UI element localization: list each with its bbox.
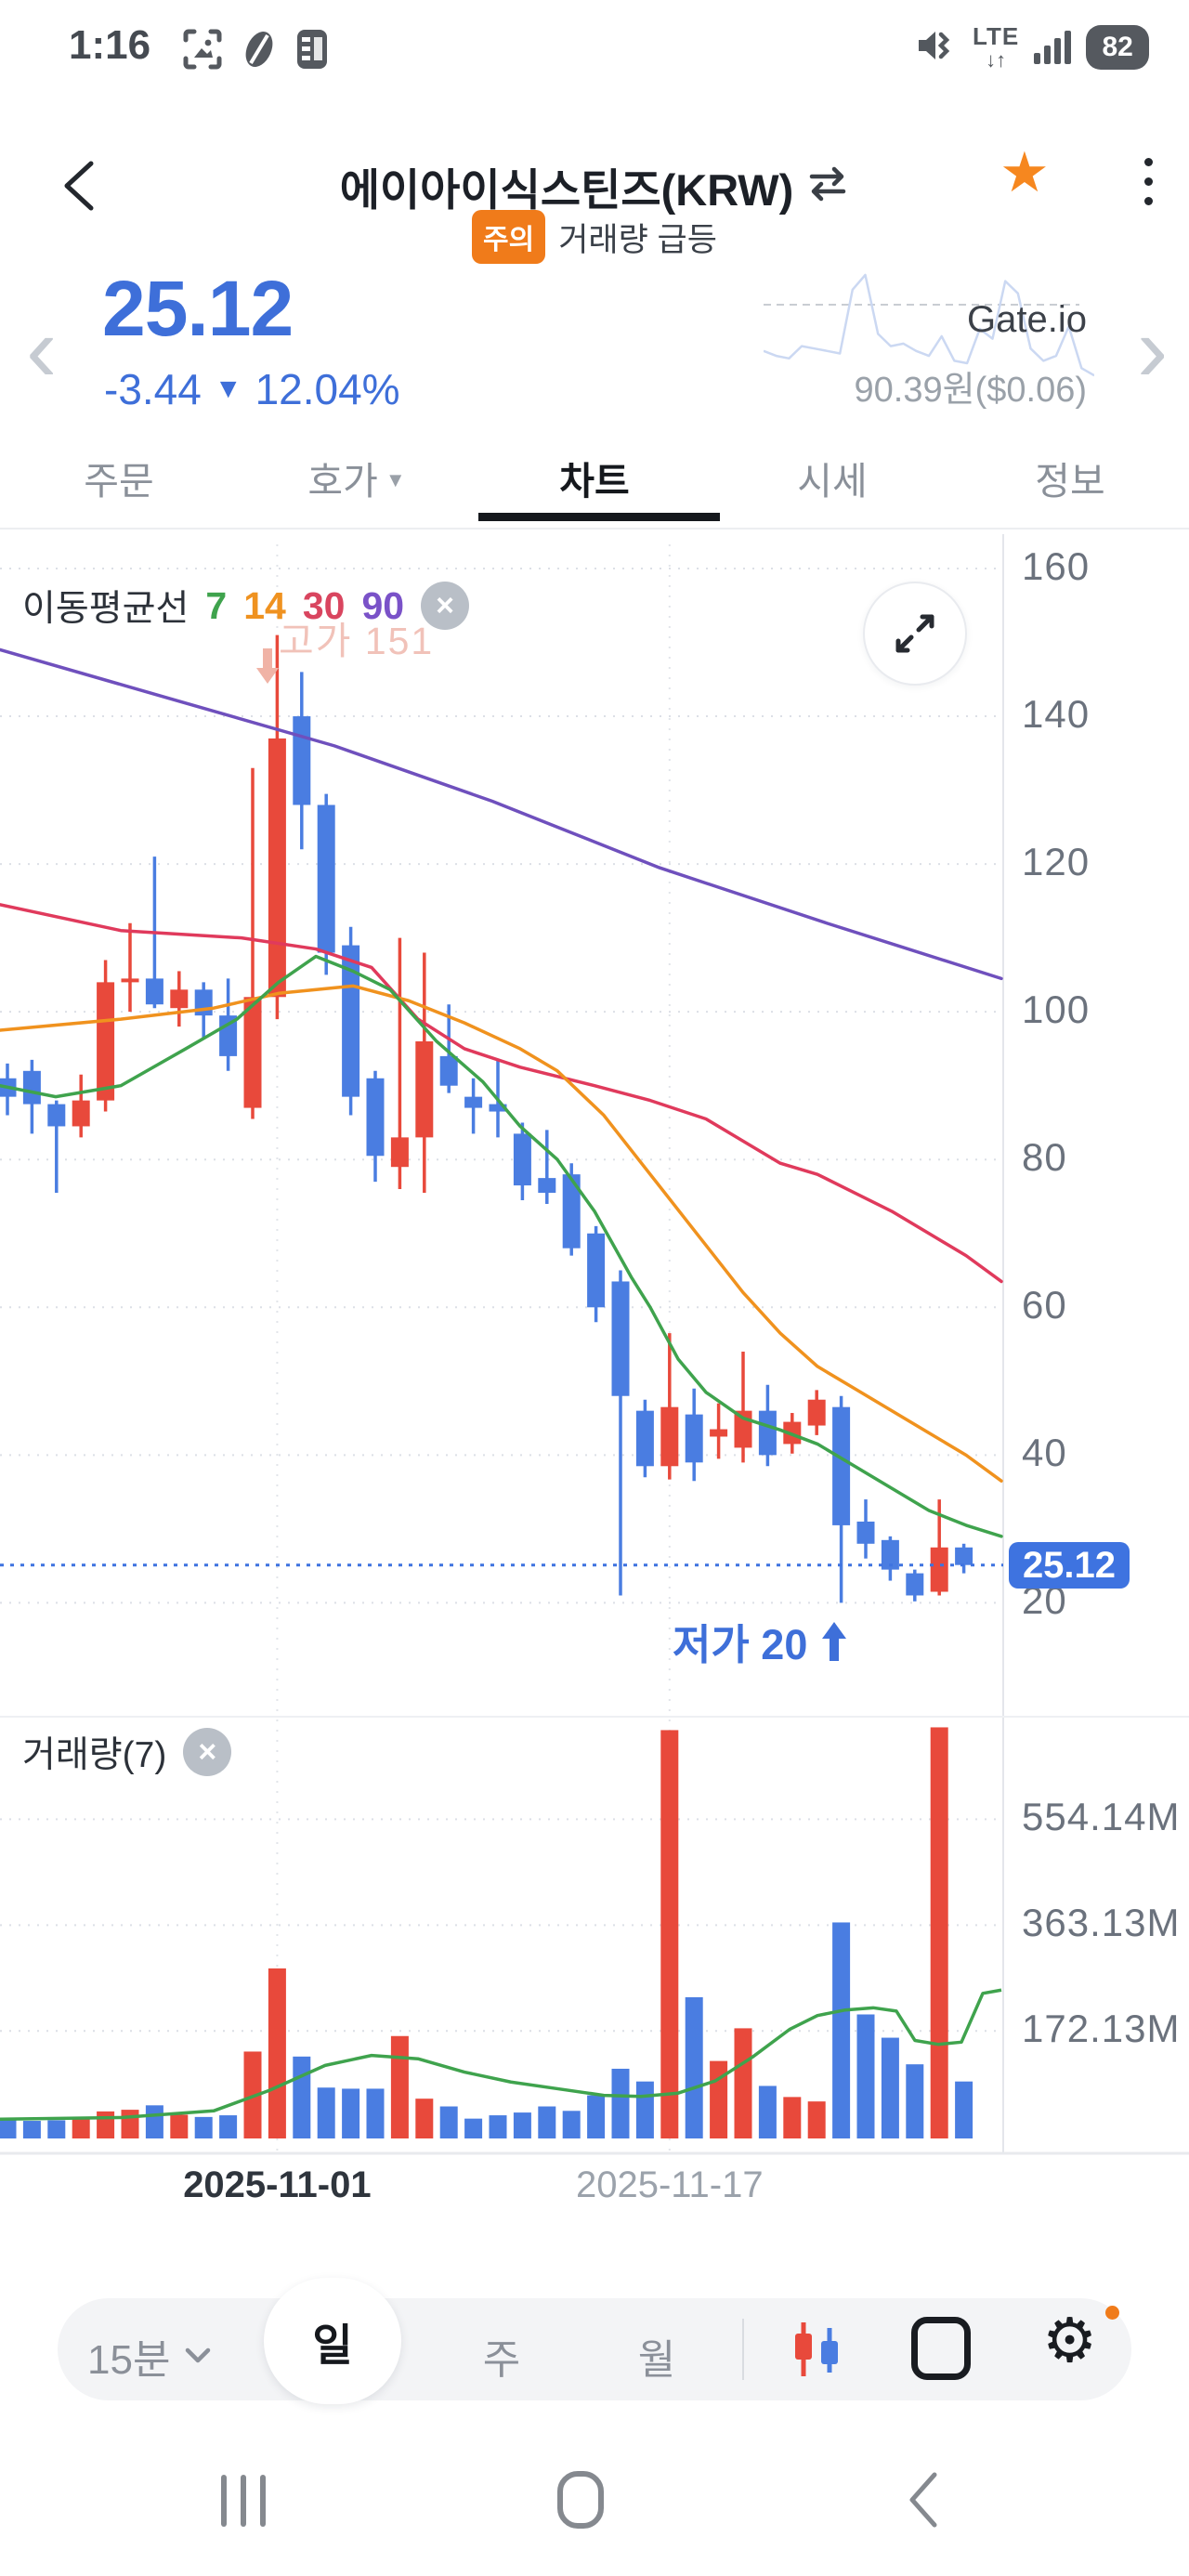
tab-orderbook[interactable]: 호가 ▼ bbox=[307, 460, 406, 503]
status-time: 1:16 bbox=[69, 22, 151, 68]
down-triangle-icon: ▼ bbox=[214, 373, 242, 404]
sim-card-icon bbox=[295, 28, 329, 75]
x-axis-date-label: 2025-11-01 bbox=[183, 2164, 372, 2205]
candlestick-chart-canvas[interactable] bbox=[0, 534, 1189, 2216]
chart-style-candle-button[interactable] bbox=[790, 2321, 843, 2383]
signal-bars-icon bbox=[1034, 31, 1072, 64]
nav-home-button[interactable] bbox=[557, 2471, 604, 2529]
toolbar-divider bbox=[742, 2319, 744, 2380]
favorite-star-button[interactable]: ★ bbox=[1000, 141, 1050, 203]
timeframe-day-button[interactable]: 일 bbox=[264, 2278, 401, 2404]
volume-axis-label: 172.13M bbox=[1022, 2007, 1181, 2051]
current-price-tag: 25.12 bbox=[1009, 1542, 1130, 1589]
caution-badge: 주의 bbox=[472, 210, 546, 264]
fullscreen-chart-button[interactable] bbox=[863, 582, 967, 686]
timeframe-month-button[interactable]: 월 bbox=[637, 2337, 676, 2383]
price-change-pct: 12.04% bbox=[255, 365, 400, 413]
back-button[interactable] bbox=[52, 152, 119, 219]
settings-notification-dot bbox=[1105, 2306, 1119, 2320]
mini-sparkline bbox=[764, 273, 1094, 377]
prev-market-chevron[interactable]: ‹ bbox=[26, 297, 58, 401]
title-row: 에이아이식스틴즈(KRW) bbox=[0, 154, 1189, 218]
next-market-chevron[interactable]: › bbox=[1137, 297, 1169, 401]
converted-price: 90.39원($0.06) bbox=[854, 371, 1087, 410]
price-axis-label: 120 bbox=[1022, 840, 1091, 884]
tab-info[interactable]: 정보 bbox=[1035, 460, 1105, 503]
tab-market[interactable]: 시세 bbox=[797, 460, 868, 503]
overflow-menu-button[interactable] bbox=[1144, 158, 1153, 205]
tab-bar: 주문 호가 ▼ 차트 시세 정보 bbox=[0, 427, 1189, 530]
up-arrow-icon bbox=[822, 1621, 847, 1661]
close-volume-overlay-button[interactable]: × bbox=[183, 1728, 232, 1776]
high-price-marker: 고가 151 bbox=[279, 620, 435, 662]
lte-indicator: LTE ↓↑ bbox=[973, 22, 1020, 72]
volume-axis-label: 363.13M bbox=[1022, 1901, 1181, 1945]
price-axis-label: 40 bbox=[1022, 1431, 1067, 1475]
interval-selector[interactable]: 15분 bbox=[87, 2326, 213, 2386]
ma-legend-title: 이동평균선 bbox=[22, 589, 189, 629]
price-axis-label: 140 bbox=[1022, 692, 1091, 737]
price-axis-label: 80 bbox=[1022, 1135, 1067, 1180]
ma-period-7: 7 bbox=[205, 583, 228, 627]
chevron-down-icon bbox=[186, 2347, 211, 2363]
current-price: 25.12 bbox=[102, 265, 294, 352]
active-tab-underline bbox=[478, 513, 720, 521]
price-change-row: -3.44 ▼ 12.04% bbox=[104, 364, 400, 414]
layout-toggle-button[interactable] bbox=[911, 2317, 971, 2380]
price-axis-label: 160 bbox=[1022, 544, 1091, 588]
volume-axis-label: 554.14M bbox=[1022, 1795, 1181, 1839]
tab-chart[interactable]: 차트 bbox=[559, 460, 630, 503]
high-arrow-icon bbox=[255, 647, 281, 690]
chevron-down-icon: ▼ bbox=[385, 468, 406, 491]
low-price-marker: 저가 20 bbox=[673, 1611, 848, 1671]
mute-icon bbox=[915, 25, 958, 71]
exchange-name: Gate.io bbox=[967, 299, 1087, 340]
volume-legend-title: 거래량(7) bbox=[22, 1735, 167, 1775]
screenshot-icon bbox=[182, 28, 223, 75]
battery-indicator: 82 bbox=[1086, 25, 1150, 70]
volume-legend: 거래량(7) × bbox=[22, 1726, 232, 1778]
close-ma-overlay-button[interactable]: × bbox=[421, 582, 470, 630]
page-title: 에이아이식스틴즈(KRW) bbox=[339, 165, 794, 215]
caution-badge-text: 거래량 급등 bbox=[558, 221, 717, 258]
ma-period-30: 30 bbox=[302, 583, 346, 627]
status-notification-icons bbox=[182, 28, 329, 75]
nav-recents-button[interactable] bbox=[221, 2475, 266, 2527]
chart-toolbar bbox=[58, 2298, 1131, 2400]
swap-pair-icon[interactable] bbox=[806, 165, 849, 207]
price-axis-label: 60 bbox=[1022, 1283, 1067, 1327]
leaf-icon bbox=[240, 28, 279, 75]
x-axis-date-label: 2025-11-17 bbox=[575, 2164, 764, 2205]
warning-row: 주의 거래량 급등 bbox=[0, 210, 1189, 264]
timeframe-week-button[interactable]: 주 bbox=[482, 2337, 521, 2383]
gear-icon[interactable]: ⚙ bbox=[1042, 2306, 1098, 2374]
tab-order[interactable]: 주문 bbox=[84, 460, 154, 503]
price-change: -3.44 bbox=[104, 365, 202, 413]
ma-period-14: 14 bbox=[243, 583, 286, 627]
status-system-icons: LTE ↓↑ 82 bbox=[915, 22, 1150, 72]
price-axis-label: 100 bbox=[1022, 987, 1091, 1032]
ma-legend: 이동평균선 7 14 30 90 × bbox=[22, 580, 470, 632]
ma-period-90: 90 bbox=[361, 583, 405, 627]
nav-back-button[interactable] bbox=[903, 2469, 940, 2535]
